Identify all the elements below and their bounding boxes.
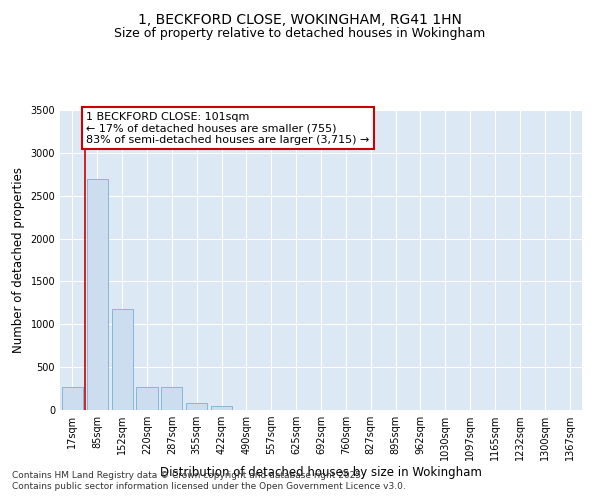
Y-axis label: Number of detached properties: Number of detached properties bbox=[12, 167, 25, 353]
Text: Contains HM Land Registry data © Crown copyright and database right 2025.: Contains HM Land Registry data © Crown c… bbox=[12, 470, 364, 480]
Bar bbox=[161, 387, 182, 410]
Bar bbox=[112, 309, 133, 410]
Text: Contains public sector information licensed under the Open Government Licence v3: Contains public sector information licen… bbox=[12, 482, 406, 491]
Text: Size of property relative to detached houses in Wokingham: Size of property relative to detached ho… bbox=[115, 28, 485, 40]
Text: 1 BECKFORD CLOSE: 101sqm
← 17% of detached houses are smaller (755)
83% of semi-: 1 BECKFORD CLOSE: 101sqm ← 17% of detach… bbox=[86, 112, 370, 145]
Bar bbox=[186, 403, 207, 410]
Bar bbox=[136, 387, 158, 410]
Bar bbox=[211, 406, 232, 410]
Bar bbox=[87, 178, 108, 410]
Text: 1, BECKFORD CLOSE, WOKINGHAM, RG41 1HN: 1, BECKFORD CLOSE, WOKINGHAM, RG41 1HN bbox=[138, 12, 462, 26]
X-axis label: Distribution of detached houses by size in Wokingham: Distribution of detached houses by size … bbox=[160, 466, 482, 479]
Bar bbox=[62, 387, 83, 410]
